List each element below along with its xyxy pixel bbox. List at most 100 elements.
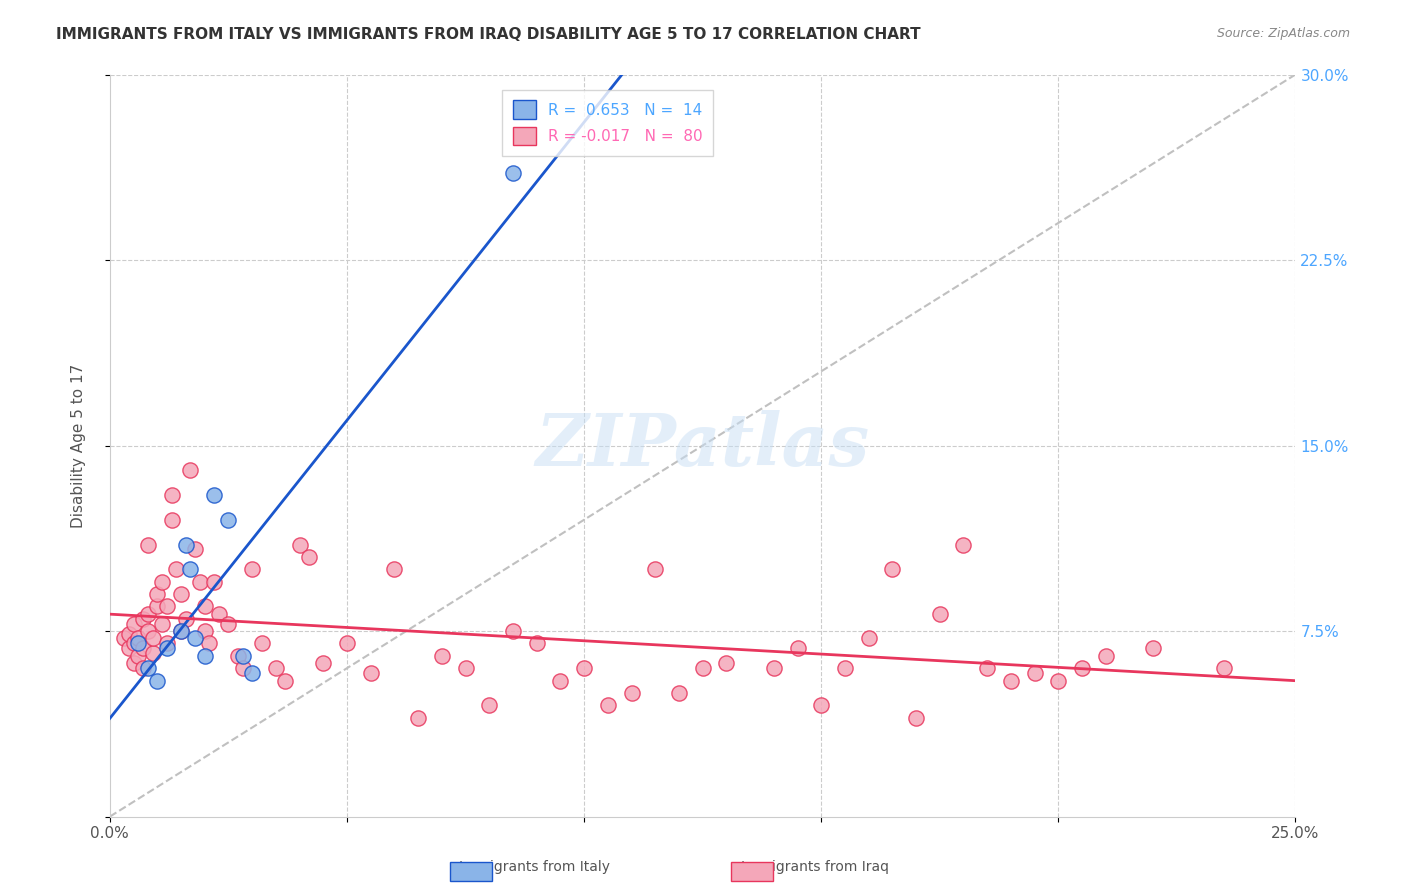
Point — [668, 686, 690, 700]
Point — [928, 607, 950, 621]
Point — [156, 641, 179, 656]
Point — [136, 661, 159, 675]
Point — [882, 562, 904, 576]
Point — [122, 616, 145, 631]
Point — [1094, 648, 1116, 663]
Point — [952, 537, 974, 551]
Point — [298, 549, 321, 564]
Point — [858, 632, 880, 646]
Point — [502, 624, 524, 638]
Point — [810, 698, 832, 713]
Point — [786, 641, 808, 656]
Y-axis label: Disability Age 5 to 17: Disability Age 5 to 17 — [72, 363, 86, 528]
Point — [184, 632, 207, 646]
Point — [526, 636, 548, 650]
Point — [127, 636, 149, 650]
Text: Immigrants from Iraq: Immigrants from Iraq — [741, 860, 890, 874]
Point — [194, 624, 217, 638]
Point — [208, 607, 231, 621]
Point — [170, 624, 193, 638]
Point — [174, 612, 197, 626]
Point — [136, 607, 159, 621]
Point — [198, 636, 221, 650]
Point — [141, 632, 163, 646]
Point — [136, 537, 159, 551]
Point — [132, 661, 155, 675]
Point — [1213, 661, 1236, 675]
Point — [127, 632, 149, 646]
Text: IMMIGRANTS FROM ITALY VS IMMIGRANTS FROM IRAQ DISABILITY AGE 5 TO 17 CORRELATION: IMMIGRANTS FROM ITALY VS IMMIGRANTS FROM… — [56, 27, 921, 42]
Legend: R =  0.653   N =  14, R = -0.017   N =  80: R = 0.653 N = 14, R = -0.017 N = 80 — [502, 89, 713, 156]
Point — [194, 599, 217, 614]
Text: Source: ZipAtlas.com: Source: ZipAtlas.com — [1216, 27, 1350, 40]
Point — [1071, 661, 1094, 675]
Point — [596, 698, 619, 713]
Point — [430, 648, 453, 663]
Point — [160, 488, 183, 502]
Point — [118, 626, 141, 640]
Point — [132, 612, 155, 626]
Point — [170, 624, 193, 638]
Point — [572, 661, 595, 675]
Point — [478, 698, 501, 713]
Text: ZIPatlas: ZIPatlas — [536, 410, 870, 481]
Point — [127, 648, 149, 663]
Point — [118, 641, 141, 656]
Point — [136, 624, 159, 638]
Point — [184, 542, 207, 557]
Point — [232, 661, 254, 675]
Point — [905, 711, 928, 725]
Point — [454, 661, 477, 675]
Point — [264, 661, 287, 675]
Point — [502, 166, 524, 180]
Point — [1142, 641, 1164, 656]
Point — [240, 562, 263, 576]
Point — [716, 657, 738, 671]
Point — [122, 657, 145, 671]
Point — [165, 562, 187, 576]
Point — [156, 599, 179, 614]
Point — [834, 661, 856, 675]
Point — [1024, 666, 1046, 681]
Point — [202, 574, 225, 589]
Point — [976, 661, 998, 675]
Point — [226, 648, 249, 663]
Point — [141, 646, 163, 660]
Point — [112, 632, 135, 646]
Point — [620, 686, 643, 700]
Point — [174, 537, 197, 551]
Point — [762, 661, 785, 675]
Point — [202, 488, 225, 502]
Point — [217, 513, 239, 527]
Point — [194, 648, 217, 663]
Text: Immigrants from Italy: Immigrants from Italy — [458, 860, 610, 874]
Point — [312, 657, 335, 671]
Point — [550, 673, 572, 688]
Point — [1047, 673, 1070, 688]
Point — [644, 562, 666, 576]
Point — [150, 574, 173, 589]
Point — [250, 636, 273, 650]
Point — [150, 616, 173, 631]
Point — [156, 636, 179, 650]
Point — [122, 636, 145, 650]
Point — [146, 599, 169, 614]
Point — [336, 636, 359, 650]
Point — [360, 666, 382, 681]
Point — [384, 562, 406, 576]
Point — [240, 666, 263, 681]
Point — [146, 587, 169, 601]
Point — [288, 537, 311, 551]
Point — [188, 574, 211, 589]
Point — [146, 673, 169, 688]
Point — [692, 661, 714, 675]
Point — [1000, 673, 1022, 688]
Point — [179, 463, 201, 477]
Point — [274, 673, 297, 688]
Point — [160, 513, 183, 527]
Point — [232, 648, 254, 663]
Point — [170, 587, 193, 601]
Point — [217, 616, 239, 631]
Point — [179, 562, 201, 576]
Point — [132, 641, 155, 656]
